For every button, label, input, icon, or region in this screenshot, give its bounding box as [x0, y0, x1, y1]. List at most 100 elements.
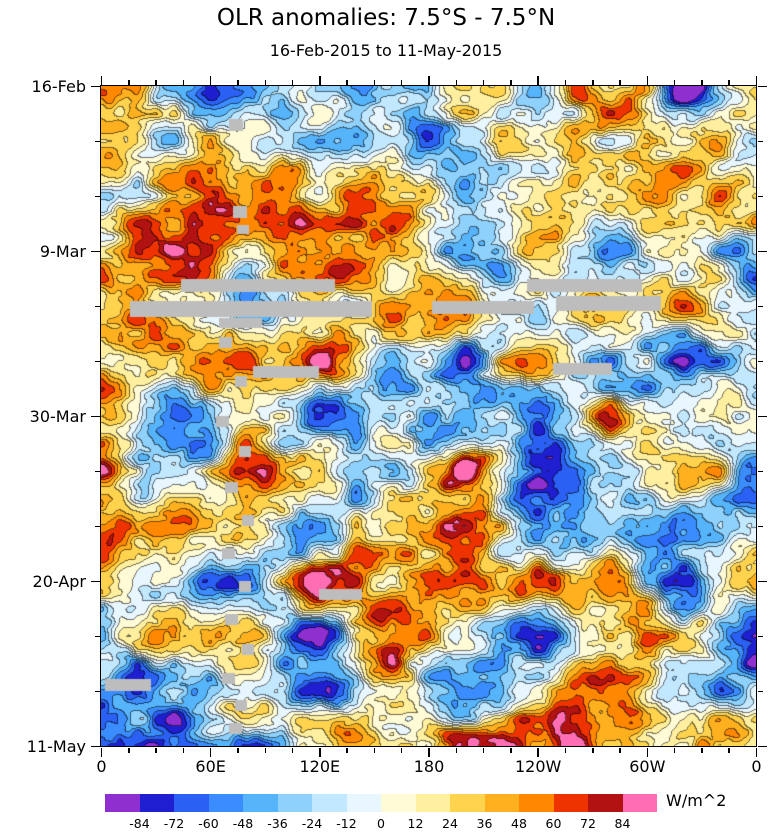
- colorbar-segment: [415, 794, 450, 812]
- x-tick-label: 0: [96, 757, 107, 776]
- colorbar-tick-label: 48: [511, 816, 527, 831]
- axis-tick: [95, 635, 100, 638]
- axis-tick: [701, 80, 703, 85]
- axis-tick: [373, 80, 376, 85]
- axis-tick: [291, 748, 294, 753]
- y-tick-label: 16-Feb: [31, 76, 86, 96]
- axis-tick: [755, 748, 758, 757]
- axis-tick: [755, 76, 758, 85]
- axis-tick: [619, 80, 621, 85]
- axis-tick: [182, 748, 185, 753]
- axis-tick: [537, 748, 539, 757]
- axis-tick: [209, 748, 212, 757]
- plot-frame: [100, 85, 757, 747]
- axis-tick: [264, 80, 266, 85]
- axis-tick: [91, 85, 100, 88]
- axis-tick: [264, 748, 266, 753]
- axis-tick: [758, 195, 763, 198]
- colorbar-segment: [105, 794, 140, 812]
- colorbar-segment: [588, 794, 623, 812]
- axis-tick: [758, 745, 767, 748]
- axis-tick: [91, 415, 100, 418]
- axis-tick: [128, 748, 130, 753]
- heatmap-canvas: [101, 86, 756, 746]
- colorbar: [105, 794, 657, 812]
- axis-tick: [673, 80, 676, 85]
- axis-tick: [758, 140, 763, 143]
- axis-tick: [482, 80, 485, 85]
- y-tick-label: 20-Apr: [32, 571, 86, 591]
- x-tick-label: 0: [751, 757, 762, 776]
- colorbar-tick-label: 12: [407, 816, 424, 831]
- axis-tick: [758, 85, 767, 88]
- axis-tick: [564, 748, 567, 753]
- chart-title: OLR anomalies: 7.5°S - 7.5°N: [216, 5, 556, 31]
- axis-tick: [646, 76, 649, 85]
- axis-tick: [91, 580, 100, 583]
- axis-tick: [537, 76, 539, 85]
- colorbar-units: W/m^2: [666, 791, 727, 810]
- axis-tick: [758, 470, 763, 473]
- colorbar-segment: [208, 794, 243, 812]
- axis-tick: [510, 748, 512, 753]
- axis-tick: [291, 80, 294, 85]
- colorbar-segment: [450, 794, 485, 812]
- x-tick-label: 180: [413, 757, 445, 776]
- axis-tick: [95, 690, 100, 693]
- axis-tick: [673, 748, 676, 753]
- axis-tick: [128, 80, 130, 85]
- colorbar-segment: [174, 794, 209, 812]
- colorbar-tick-label: 24: [442, 816, 458, 831]
- axis-tick: [237, 80, 239, 85]
- y-tick-label: 9-Mar: [39, 241, 86, 261]
- colorbar-segment: [243, 794, 278, 812]
- axis-tick: [346, 80, 348, 85]
- axis-tick: [646, 748, 649, 757]
- axis-tick: [400, 80, 403, 85]
- colorbar-tick-label: -72: [163, 816, 185, 831]
- axis-tick: [319, 76, 321, 85]
- colorbar-segment: [553, 794, 588, 812]
- colorbar-segment: [312, 794, 347, 812]
- axis-tick: [100, 748, 103, 757]
- colorbar-segment: [381, 794, 416, 812]
- axis-tick: [482, 748, 485, 753]
- colorbar-tick-label: 60: [545, 816, 562, 831]
- axis-tick: [758, 690, 763, 693]
- axis-tick: [346, 748, 348, 753]
- plot-area: [90, 75, 770, 760]
- colorbar-segment: [346, 794, 381, 812]
- axis-tick: [455, 748, 458, 753]
- axis-tick: [319, 748, 321, 757]
- colorbar-segment: [139, 794, 174, 812]
- axis-tick: [758, 580, 767, 583]
- axis-tick: [758, 250, 767, 253]
- axis-tick: [728, 748, 730, 753]
- axis-tick: [91, 250, 100, 253]
- axis-tick: [758, 305, 763, 308]
- axis-tick: [428, 76, 430, 85]
- chart-subtitle: 16-Feb-2015 to 11-May-2015: [269, 41, 503, 60]
- axis-tick: [155, 80, 157, 85]
- axis-tick: [182, 80, 185, 85]
- axis-tick: [209, 76, 212, 85]
- axis-tick: [564, 80, 567, 85]
- x-tick-label: 120W: [514, 757, 562, 776]
- axis-tick: [455, 80, 458, 85]
- axis-tick: [155, 748, 157, 753]
- axis-tick: [237, 748, 239, 753]
- axis-tick: [100, 76, 103, 85]
- colorbar-tick-label: 36: [476, 816, 493, 831]
- axis-tick: [91, 745, 100, 748]
- colorbar-tick-label: 0: [377, 816, 385, 831]
- axis-tick: [758, 635, 763, 638]
- colorbar-segment: [484, 794, 519, 812]
- axis-tick: [95, 195, 100, 198]
- colorbar-segment: [519, 794, 554, 812]
- axis-tick: [728, 80, 730, 85]
- axis-tick: [400, 748, 403, 753]
- axis-tick: [373, 748, 376, 753]
- axis-tick: [701, 748, 703, 753]
- colorbar-tick-label: -24: [301, 816, 323, 831]
- axis-tick: [95, 470, 100, 473]
